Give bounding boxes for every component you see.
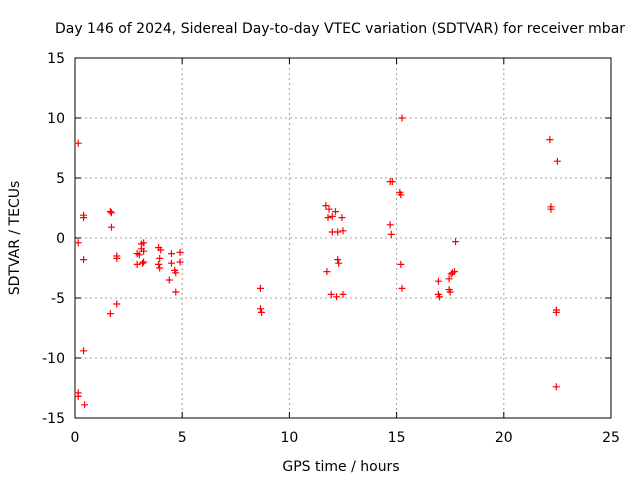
data-point [331, 208, 339, 216]
data-point [445, 275, 453, 283]
data-point [388, 178, 396, 186]
data-point [176, 258, 184, 266]
data-point [387, 230, 395, 238]
data-point [167, 250, 175, 258]
data-point [325, 205, 333, 213]
data-points [74, 114, 561, 409]
data-point [339, 290, 347, 298]
data-point [172, 288, 180, 296]
data-point [106, 310, 114, 318]
data-point [398, 284, 406, 292]
y-tick-label: -15 [42, 411, 65, 427]
data-point [172, 269, 180, 277]
data-point [334, 228, 342, 236]
y-tick-label: -5 [51, 291, 65, 307]
data-point [135, 251, 143, 259]
data-point [156, 264, 164, 272]
data-point [256, 284, 264, 292]
data-point [155, 260, 163, 268]
y-tick-label: 0 [56, 231, 65, 247]
data-point [398, 114, 406, 122]
data-point [258, 308, 266, 316]
y-tick-label: 10 [47, 111, 65, 127]
data-point [113, 254, 121, 262]
grid-lines [75, 58, 611, 418]
data-point [81, 401, 89, 409]
data-point [322, 202, 330, 210]
x-tick-label: 25 [602, 430, 620, 446]
data-point [74, 392, 82, 400]
data-point [327, 290, 335, 298]
data-point [80, 256, 88, 264]
data-point [140, 247, 148, 255]
y-tick-label: -10 [42, 351, 65, 367]
data-point [167, 259, 175, 267]
data-point [323, 268, 331, 276]
x-tick-label: 5 [178, 430, 187, 446]
y-tick-label: 15 [47, 51, 65, 67]
data-point [140, 258, 148, 266]
data-point [333, 293, 341, 301]
data-point [165, 276, 173, 284]
data-point [157, 246, 165, 254]
x-axis-ticks: 0 5 10 15 20 25 [71, 58, 620, 446]
data-point [156, 254, 164, 262]
data-point [74, 139, 82, 147]
x-tick-label: 10 [280, 430, 298, 446]
data-point [328, 212, 336, 220]
data-point [80, 347, 88, 355]
y-axis-ticks: -15 -10 -5 0 5 10 15 [42, 51, 611, 427]
y-tick-label: 5 [56, 171, 65, 187]
data-point [139, 259, 147, 267]
data-point [107, 209, 115, 217]
chart-title: Day 146 of 2024, Sidereal Day-to-day VTE… [55, 21, 625, 37]
data-point [547, 205, 555, 213]
data-point [133, 260, 141, 268]
data-point [434, 277, 442, 285]
data-point [335, 259, 343, 267]
data-point [397, 260, 405, 268]
x-tick-label: 15 [388, 430, 406, 446]
x-tick-label: 0 [71, 430, 80, 446]
x-tick-label: 20 [495, 430, 513, 446]
data-point [450, 268, 458, 276]
y-axis-label: SDTVAR / TECUs [7, 181, 23, 296]
data-point [446, 288, 454, 296]
data-point [113, 300, 121, 308]
data-point [334, 256, 342, 264]
data-point [106, 208, 114, 216]
data-point [546, 136, 554, 144]
data-point [397, 191, 405, 199]
data-point [552, 308, 560, 316]
data-point [80, 214, 88, 222]
data-point [339, 227, 347, 235]
data-point [338, 214, 346, 222]
data-point [74, 239, 82, 247]
data-point [386, 221, 394, 229]
data-point [553, 157, 561, 165]
data-point [107, 223, 115, 231]
data-point [552, 383, 560, 391]
data-point [452, 238, 460, 246]
data-point [324, 214, 332, 222]
data-point [140, 239, 148, 247]
data-point [176, 248, 184, 256]
data-point [256, 305, 264, 313]
data-point [435, 293, 443, 301]
x-axis-label: GPS time / hours [282, 459, 399, 475]
